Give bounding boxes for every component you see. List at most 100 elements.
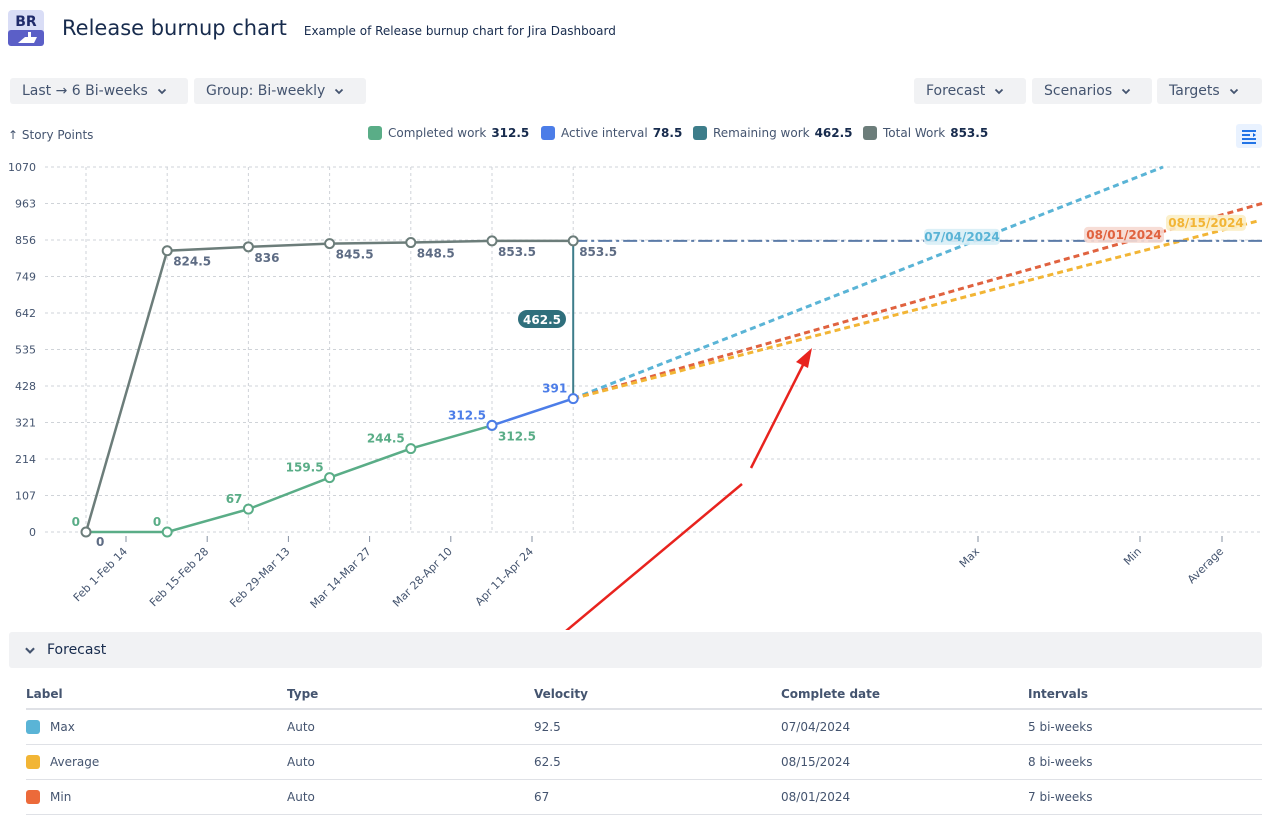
y-tick-label: 642 <box>15 307 36 320</box>
legend-label: Active interval <box>561 126 648 140</box>
forecast-velocity: 67 <box>534 779 781 815</box>
column-header: Label <box>26 680 287 710</box>
x-tick-label: Feb 15-Feb 28 <box>147 545 211 609</box>
x-tick-label: Mar 14-Mar 27 <box>308 545 374 611</box>
active-interval-point <box>486 419 498 431</box>
completed-work-point <box>405 443 417 455</box>
legend-value: 462.5 <box>814 126 853 140</box>
forecast-section-header[interactable]: Forecast <box>9 632 1262 668</box>
total-work-label: 0 <box>96 535 104 549</box>
x-tick-label: Feb 29-Mar 13 <box>227 545 292 610</box>
remaining-work-label: 462.5 <box>523 313 561 327</box>
page-title: Release burnup chart <box>62 16 287 40</box>
y-axis-title: ↑ Story Points <box>8 128 94 142</box>
forecast-line <box>572 165 1164 401</box>
table-row[interactable]: Max Auto 92.5 07/04/2024 5 bi-weeks <box>26 709 1262 745</box>
forecast-velocity: 62.5 <box>534 744 781 780</box>
forecast-date-label: 08/15/2024 <box>1168 216 1244 230</box>
legend-active[interactable]: Active interval 78.5 <box>541 126 682 140</box>
legend-value: 78.5 <box>652 126 683 140</box>
forecast-date: 08/15/2024 <box>781 744 1028 780</box>
legend-label: Remaining work <box>713 126 810 140</box>
range-label: Last → 6 Bi-weeks <box>22 83 148 99</box>
legend-swatch <box>863 126 877 140</box>
completed-work-label: 159.5 <box>286 461 324 475</box>
targets-label: Targets <box>1169 83 1220 99</box>
table-row[interactable]: Average Auto 62.5 08/15/2024 8 bi-weeks <box>26 744 1262 780</box>
page-subtitle: Example of Release burnup chart for Jira… <box>303 24 616 38</box>
forecast-label: Average <box>50 755 100 769</box>
table-row[interactable]: Min Auto 67 08/01/2024 7 bi-weeks <box>26 779 1262 815</box>
chevron-down-icon <box>1229 88 1238 95</box>
group-dropdown[interactable]: Group: Bi-weekly <box>194 78 366 104</box>
targets-dropdown[interactable]: Targets <box>1157 78 1262 104</box>
remaining-work-badge <box>518 310 566 328</box>
completed-work-label: 312.5 <box>498 429 536 443</box>
burnup-chart: 0 107 214 321 428 535 642 749 856 963 1070 Feb 1-Fe… <box>8 161 1263 630</box>
active-interval-label: 391 <box>542 382 567 396</box>
x-tick-label: Mar 28-Apr 10 <box>390 545 455 610</box>
forecast-date-label: 07/04/2024 <box>924 230 1000 244</box>
forecast-label: Forecast <box>926 83 986 99</box>
y-tick-label: 963 <box>15 198 36 211</box>
forecast-tick-label: Average <box>1185 545 1226 586</box>
forecast-tick-label: Max <box>957 545 983 571</box>
y-tick-label: 856 <box>15 234 36 247</box>
completed-work-label: 67 <box>226 492 243 506</box>
forecast-date-badge <box>1166 214 1246 231</box>
total-work-point <box>486 235 498 247</box>
legend-remaining[interactable]: Remaining work 462.5 <box>693 126 853 140</box>
forecast-date: 07/04/2024 <box>781 709 1028 745</box>
legend-toggle-button[interactable] <box>1236 124 1262 148</box>
column-header: Complete date <box>781 680 1028 710</box>
x-tick-label: Apr 11-Apr 24 <box>473 545 536 608</box>
legend-total[interactable]: Total Work 853.5 <box>863 126 988 140</box>
legend-label: Total Work <box>883 126 946 140</box>
forecast-table: Label Type Velocity Complete date Interv… <box>26 680 1262 815</box>
completed-work-point <box>161 526 173 538</box>
total-work-label: 836 <box>254 251 279 265</box>
range-dropdown[interactable]: Last → 6 Bi-weeks <box>10 78 188 104</box>
x-tick-label: Feb 1-Feb 14 <box>71 545 130 604</box>
forecast-label: Min <box>50 790 72 804</box>
total-work-label: 853.5 <box>498 245 536 259</box>
total-work-point <box>161 245 173 257</box>
app-logo: BR <box>8 10 44 46</box>
forecast-type: Auto <box>287 779 534 815</box>
total-work-point <box>324 238 336 250</box>
group-label: Group: Bi-weekly <box>206 83 326 99</box>
completed-work-point <box>324 472 336 484</box>
legend-swatch <box>693 126 707 140</box>
total-work-label: 853.5 <box>579 245 617 259</box>
column-header: Velocity <box>534 680 781 710</box>
scenarios-dropdown[interactable]: Scenarios <box>1032 78 1152 104</box>
forecast-color-swatch <box>26 790 40 804</box>
legend-label: Completed work <box>388 126 487 140</box>
logo-text: BR <box>15 14 37 30</box>
table-header-row: Label Type Velocity Complete date Interv… <box>26 680 1262 710</box>
chevron-down-icon <box>995 88 1004 95</box>
forecast-dropdown[interactable]: Forecast <box>914 78 1026 104</box>
annotation-arrow <box>749 364 805 469</box>
forecast-color-swatch <box>26 755 40 769</box>
legend-swatch <box>368 126 382 140</box>
annotation-arrows <box>565 348 812 630</box>
forecast-label: Max <box>50 720 75 734</box>
y-tick-label: 214 <box>15 453 36 466</box>
forecast-intervals: 5 bi-weeks <box>1028 709 1262 745</box>
forecast-date-badge <box>924 228 1000 245</box>
y-tick-label: 107 <box>15 490 36 503</box>
completed-work-label: 0 <box>72 515 80 529</box>
chevron-down-icon <box>25 647 35 654</box>
total-work-point <box>242 241 254 253</box>
app-header: BR Release burnup chart Example of Relea… <box>8 10 616 46</box>
total-work-point <box>567 235 579 247</box>
y-tick-label: 428 <box>15 380 36 393</box>
annotation-arrow <box>565 483 743 630</box>
forecast-color-swatch <box>26 720 40 734</box>
legend-completed[interactable]: Completed work 312.5 <box>368 126 529 140</box>
completed-work-label: 244.5 <box>367 432 405 446</box>
active-interval-label: 312.5 <box>448 408 486 422</box>
chevron-down-icon <box>157 88 166 95</box>
annotation-arrowhead <box>796 348 812 368</box>
